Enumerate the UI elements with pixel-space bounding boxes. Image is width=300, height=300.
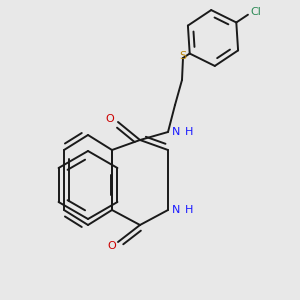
Text: O: O	[108, 241, 116, 251]
Text: S: S	[179, 51, 187, 61]
Text: N: N	[172, 127, 180, 137]
Text: H: H	[185, 205, 194, 215]
Text: N: N	[172, 205, 180, 215]
Text: H: H	[185, 127, 194, 137]
Text: Cl: Cl	[250, 7, 261, 17]
Text: O: O	[106, 114, 114, 124]
